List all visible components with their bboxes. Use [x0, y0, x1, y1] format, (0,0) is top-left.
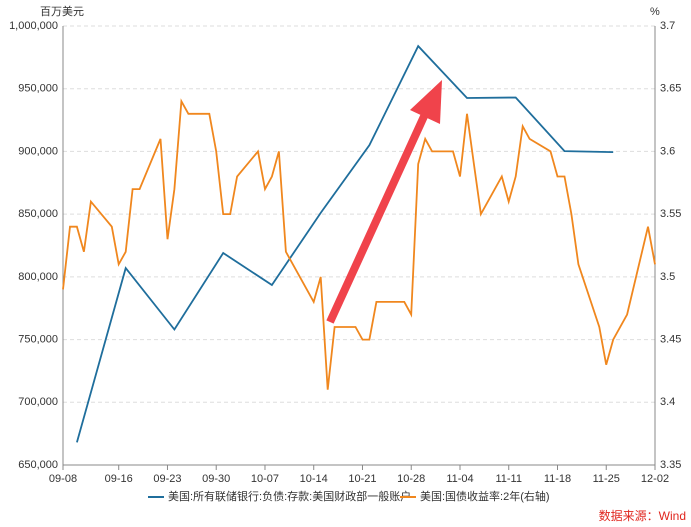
- x-tick-label: 10-21: [348, 473, 376, 485]
- x-tick-label: 11-18: [544, 473, 571, 485]
- y2-tick-label: 3.45: [660, 333, 681, 345]
- y2-tick-label: 3.65: [660, 83, 681, 95]
- y2-tick-label: 3.5: [660, 271, 675, 283]
- y2-axis-label: %: [650, 6, 660, 18]
- legend-label: 美国:国债收益率:2年(右轴): [420, 489, 550, 503]
- x-tick-label: 11-11: [495, 473, 522, 485]
- legend-label: 美国:所有联储银行:负债:存款:美国财政部一般账户: [168, 489, 411, 503]
- y2-tick-label: 3.35: [660, 459, 681, 471]
- arrow-head: [410, 80, 442, 124]
- y2-tick-label: 3.6: [660, 145, 675, 157]
- arrow-shaft: [326, 110, 430, 324]
- y-tick-label: 700,000: [18, 396, 58, 408]
- y-tick-label: 1,000,000: [9, 20, 58, 32]
- y2-tick-label: 3.7: [660, 20, 675, 32]
- y-axis-label: 百万美元: [40, 5, 84, 18]
- x-tick-label: 09-30: [202, 473, 230, 485]
- y-tick-label: 950,000: [18, 83, 58, 95]
- series-line: [62, 98, 656, 390]
- x-tick-label: 10-07: [251, 473, 279, 485]
- x-tick-label: 10-28: [397, 473, 425, 485]
- y-tick-label: 800,000: [18, 271, 58, 283]
- x-tick-label: 09-23: [153, 473, 181, 485]
- y-tick-label: 850,000: [18, 208, 58, 220]
- series-line: [76, 44, 614, 443]
- x-tick-label: 11-04: [446, 473, 473, 485]
- x-tick-label: 09-16: [105, 473, 133, 485]
- source-note: 数据来源：Wind: [599, 508, 686, 523]
- y-tick-label: 750,000: [18, 333, 58, 345]
- y2-tick-label: 3.4: [660, 396, 675, 408]
- x-tick-label: 11-25: [593, 473, 620, 485]
- arrow: [326, 80, 442, 324]
- x-tick-label: 10-14: [300, 473, 328, 485]
- y2-tick-label: 3.55: [660, 208, 681, 220]
- y-tick-label: 650,000: [18, 459, 58, 471]
- x-tick-label: 12-02: [641, 473, 669, 485]
- x-tick-label: 09-08: [49, 473, 77, 485]
- y-tick-label: 900,000: [18, 145, 58, 157]
